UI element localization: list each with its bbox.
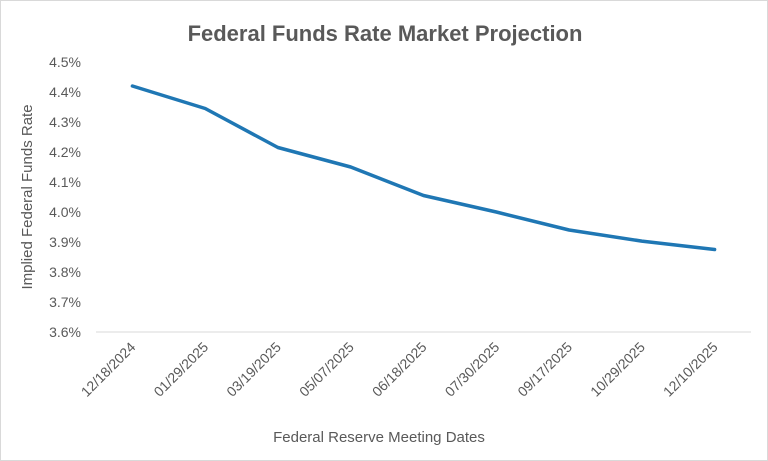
x-tick-label: 01/29/2025 bbox=[150, 339, 211, 400]
x-tick-label: 05/07/2025 bbox=[296, 339, 357, 400]
x-tick-label: 09/17/2025 bbox=[514, 339, 575, 400]
y-tick-label: 4.0% bbox=[49, 204, 81, 220]
x-tick-label: 06/18/2025 bbox=[369, 339, 430, 400]
x-tick-label: 10/29/2025 bbox=[587, 339, 648, 400]
y-tick-label: 4.1% bbox=[49, 174, 81, 190]
x-tick-label: 12/18/2024 bbox=[78, 339, 139, 400]
series-line bbox=[130, 84, 717, 252]
x-axis-ticks: 12/18/2024 01/29/2025 03/19/2025 05/07/2025… bbox=[78, 339, 721, 400]
chart-title: Federal Funds Rate Market Projection bbox=[188, 21, 583, 46]
x-tick-label: 12/10/2025 bbox=[660, 339, 721, 400]
x-tick-label: 03/19/2025 bbox=[223, 339, 284, 400]
y-tick-label: 4.5% bbox=[49, 54, 81, 70]
x-tick-label: 07/30/2025 bbox=[442, 339, 503, 400]
y-tick-label: 4.4% bbox=[49, 84, 81, 100]
y-tick-label: 3.8% bbox=[49, 264, 81, 280]
series-group bbox=[130, 84, 717, 252]
y-tick-label: 4.2% bbox=[49, 144, 81, 160]
y-tick-label: 3.6% bbox=[49, 324, 81, 340]
y-axis-ticks: 3.6% 3.7% 3.8% 3.9% 4.0% 4.1% 4.2% 4.3% 4.4% 4.5% bbox=[49, 54, 81, 340]
y-tick-label: 4.3% bbox=[49, 114, 81, 130]
y-tick-label: 3.7% bbox=[49, 294, 81, 310]
y-axis-title: Implied Federal Funds Rate bbox=[19, 104, 36, 289]
y-tick-label: 3.9% bbox=[49, 234, 81, 250]
x-axis-title: Federal Reserve Meeting Dates bbox=[273, 429, 485, 446]
